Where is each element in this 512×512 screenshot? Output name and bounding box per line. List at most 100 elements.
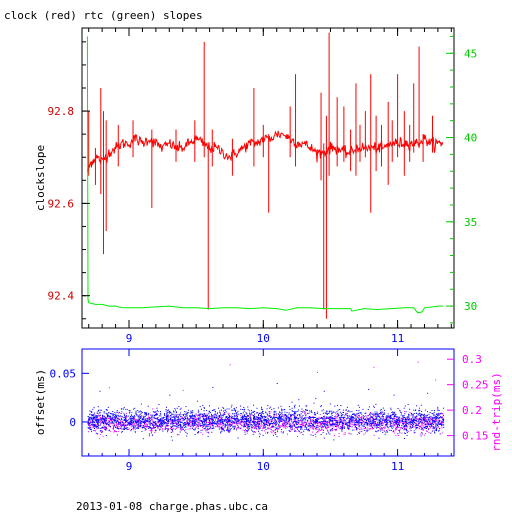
offset-series-point bbox=[418, 419, 420, 421]
rtt-series-point bbox=[175, 413, 177, 415]
offset-series-point bbox=[443, 426, 445, 428]
offset-series-point bbox=[436, 429, 438, 431]
offset-series-point bbox=[258, 418, 260, 419]
rtt-series-point bbox=[250, 417, 252, 419]
offset-series-point bbox=[333, 411, 335, 413]
offset-series-point bbox=[154, 414, 156, 416]
rtt-series-point bbox=[95, 417, 97, 419]
offset-series-point bbox=[176, 426, 178, 428]
offset-series-point bbox=[110, 415, 111, 417]
rtt-series-point bbox=[437, 427, 439, 429]
offset-series-point bbox=[225, 419, 227, 421]
offset-series-point bbox=[255, 421, 256, 423]
offset-series-point bbox=[156, 418, 158, 420]
rtt-series-point bbox=[247, 425, 249, 427]
offset-series-point bbox=[337, 416, 339, 418]
offset-series-point bbox=[88, 418, 90, 420]
rtt-series-point bbox=[254, 432, 256, 433]
offset-series-point bbox=[216, 417, 218, 419]
offset-series-point bbox=[155, 429, 157, 431]
offset-series-point bbox=[98, 421, 100, 423]
rtt-series-point bbox=[189, 421, 191, 423]
rtt-series-point bbox=[221, 420, 223, 422]
offset-series-point bbox=[148, 423, 150, 425]
offset-series-point bbox=[375, 403, 377, 405]
rtt-series-point bbox=[309, 427, 311, 429]
offset-series-point bbox=[93, 421, 95, 423]
offset-series-point bbox=[363, 417, 365, 419]
offset-series-point bbox=[123, 427, 125, 429]
offset-series-point bbox=[437, 409, 439, 411]
offset-series-point bbox=[205, 426, 207, 428]
offset-series-point bbox=[346, 418, 347, 420]
offset-series-point bbox=[123, 415, 125, 417]
offset-series-point bbox=[428, 419, 430, 421]
rtt-series-point bbox=[107, 418, 109, 420]
offset-series-point bbox=[361, 423, 363, 425]
offset-series-point bbox=[209, 421, 211, 423]
offset-series-point bbox=[272, 425, 274, 427]
rtt-series-point bbox=[190, 417, 191, 419]
offset-series-point bbox=[381, 413, 382, 415]
offset-series-point bbox=[396, 422, 398, 424]
rtt-series-point bbox=[347, 426, 348, 428]
offset-series-point bbox=[374, 419, 376, 421]
rtt-series-point bbox=[249, 414, 251, 416]
offset-series-point bbox=[270, 417, 271, 419]
offset-series-point bbox=[252, 415, 254, 416]
offset-series-point bbox=[393, 412, 394, 414]
offset-series-point bbox=[228, 429, 230, 431]
offset-series-point bbox=[99, 411, 101, 413]
offset-series-point bbox=[260, 417, 262, 419]
rtt-series-point bbox=[114, 429, 116, 431]
offset-series-point bbox=[313, 422, 315, 424]
offset-series-point bbox=[232, 416, 234, 418]
rtt-series-point bbox=[218, 418, 220, 420]
rtt-series-point bbox=[186, 420, 188, 422]
offset-series-point bbox=[90, 422, 92, 424]
offset-series-point bbox=[96, 426, 98, 427]
offset-series-point bbox=[317, 421, 319, 422]
offset-series-point bbox=[320, 427, 322, 429]
offset-series-point bbox=[403, 429, 405, 431]
rtt-series-point bbox=[428, 428, 429, 429]
offset-series-point bbox=[105, 429, 107, 431]
rtt-series-point bbox=[196, 419, 198, 420]
offset-series-point bbox=[406, 418, 408, 420]
rtt-series-point bbox=[387, 428, 389, 430]
offset-series-point bbox=[346, 423, 348, 425]
rtt-series-point bbox=[299, 432, 301, 434]
rtt-series-point bbox=[422, 420, 424, 422]
offset-series-point bbox=[387, 416, 389, 418]
offset-series-point bbox=[358, 425, 360, 427]
offset-series-point bbox=[89, 427, 91, 429]
rtt-series-point bbox=[209, 424, 211, 426]
offset-series-point bbox=[154, 421, 155, 423]
offset-series-point bbox=[214, 411, 216, 413]
offset-series-point bbox=[355, 421, 357, 423]
offset-series-point bbox=[104, 420, 106, 422]
rtt-series-point bbox=[89, 421, 91, 423]
offset-series-point bbox=[279, 415, 281, 416]
offset-series-point bbox=[361, 413, 363, 415]
rtt-series-point bbox=[270, 431, 272, 433]
offset-series-point bbox=[203, 414, 204, 416]
offset-series-point bbox=[101, 421, 103, 423]
offset-series-point bbox=[193, 420, 195, 422]
rtt-series-point bbox=[283, 426, 285, 428]
offset-series-point bbox=[204, 421, 205, 423]
offset-series-point bbox=[263, 423, 265, 425]
rtt-series-point bbox=[185, 422, 187, 424]
offset-series-point bbox=[436, 425, 438, 426]
offset-series-point bbox=[250, 418, 251, 420]
offset-series-point bbox=[307, 409, 308, 411]
rtt-series-point bbox=[395, 421, 396, 423]
offset-series-point bbox=[140, 417, 142, 419]
offset-series-point bbox=[107, 424, 109, 426]
rtt-series-point bbox=[174, 417, 176, 419]
offset-series-point bbox=[275, 411, 277, 413]
offset-series-point bbox=[155, 421, 157, 422]
rtt-series-point bbox=[398, 429, 400, 431]
rtt-series-point bbox=[206, 424, 208, 426]
offset-series-point bbox=[135, 411, 137, 413]
